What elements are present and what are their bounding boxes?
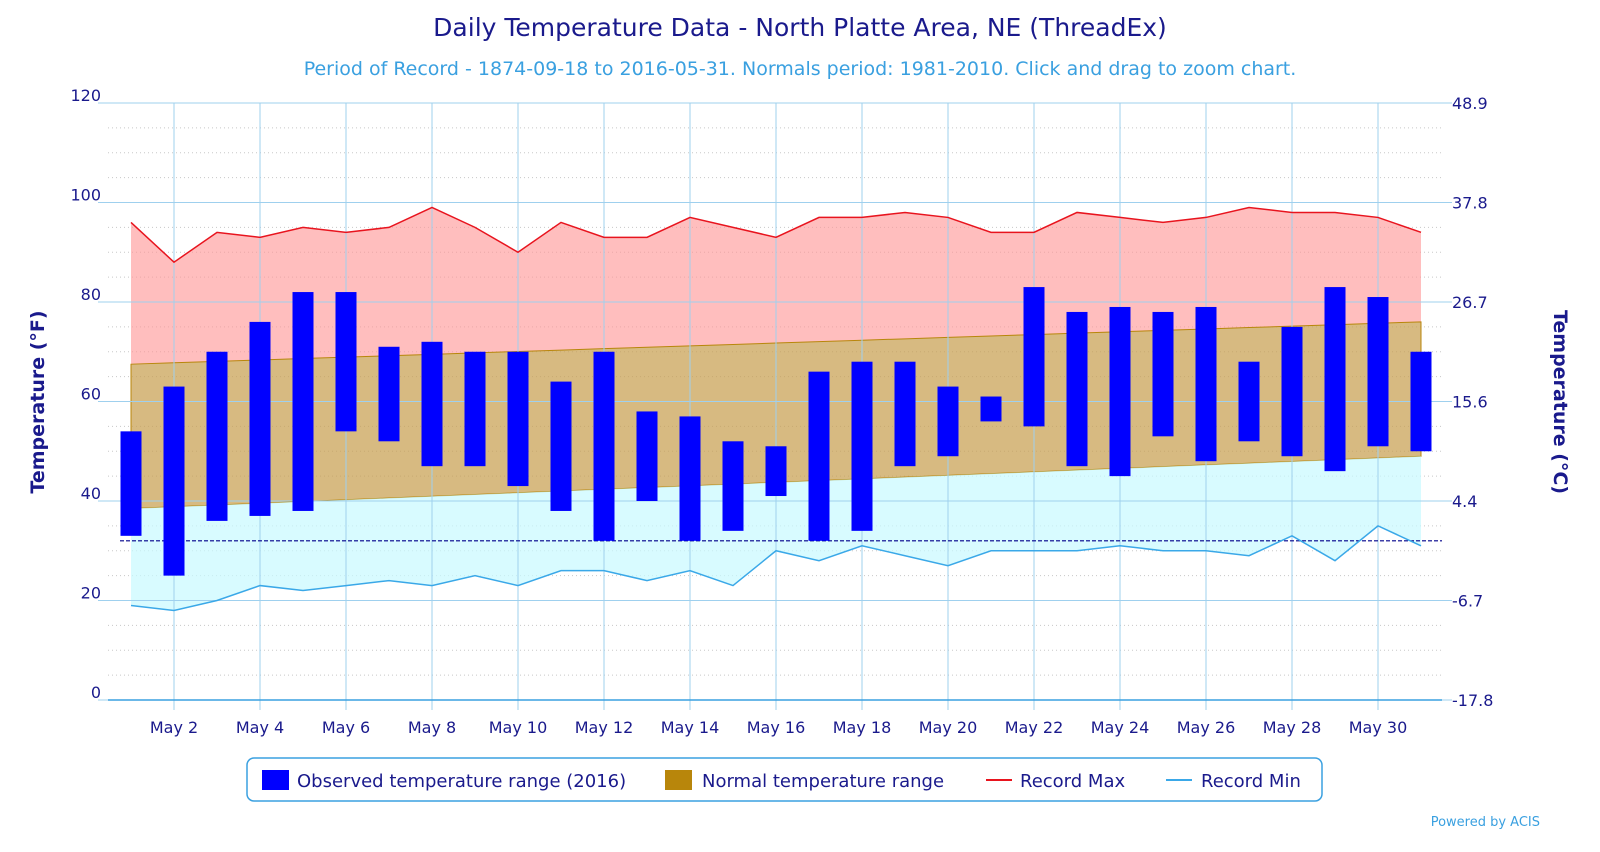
record-max-line[interactable] <box>130 206 1422 264</box>
observed-bar[interactable] <box>808 371 830 541</box>
observed-bar[interactable] <box>851 361 873 531</box>
observed-bar[interactable] <box>1367 297 1389 447</box>
observed-bar[interactable] <box>1238 361 1260 442</box>
observed-bar[interactable] <box>1109 306 1131 477</box>
observed-bar[interactable] <box>722 441 744 531</box>
y-right-tick-label: -6.7 <box>1452 592 1483 611</box>
observed-bar[interactable] <box>593 351 615 541</box>
x-tick-label: May 30 <box>1349 718 1408 737</box>
legend: Observed temperature range (2016) Normal… <box>246 757 1323 802</box>
y-left-tick-label: 120 <box>70 86 101 105</box>
y-left-tick-label: 20 <box>81 584 101 603</box>
y-right-tick-label: 26.7 <box>1452 293 1488 312</box>
x-tick-label: May 8 <box>408 718 456 737</box>
legend-label-record-min: Record Min <box>1201 771 1301 792</box>
y-right-tick-label: 4.4 <box>1452 492 1477 511</box>
observed-bar[interactable] <box>292 292 314 511</box>
record-min-line[interactable] <box>130 524 1422 612</box>
y-right-tick-label: 15.6 <box>1452 393 1488 412</box>
x-tick-label: May 10 <box>489 718 548 737</box>
x-tick-label: May 28 <box>1263 718 1322 737</box>
acis-credit-link[interactable]: Powered by ACIS <box>1431 815 1540 830</box>
y-axis-left: 0 20 40 60 80 100 120 <box>70 86 108 702</box>
y-left-tick-label: 40 <box>81 484 101 503</box>
legend-label-observed: Observed temperature range (2016) <box>297 771 626 792</box>
observed-bar[interactable] <box>636 411 658 501</box>
x-tick-label: May 18 <box>833 718 892 737</box>
legend-swatch-normal <box>665 770 692 790</box>
legend-item-observed[interactable]: Observed temperature range (2016) <box>262 770 626 792</box>
legend-item-record-min[interactable]: Record Min <box>1166 771 1301 792</box>
observed-bar[interactable] <box>1066 311 1088 467</box>
chart-title: Daily Temperature Data - North Platte Ar… <box>433 13 1167 42</box>
legend-label-normal: Normal temperature range <box>702 771 944 792</box>
y-axis-right-title: Temperature (°C) <box>1549 310 1571 494</box>
x-tick-label: May 12 <box>575 718 634 737</box>
observed-bar[interactable] <box>1281 326 1303 457</box>
legend-item-normal[interactable]: Normal temperature range <box>665 770 944 792</box>
y-left-tick-label: 60 <box>81 385 101 404</box>
legend-box <box>246 757 1323 802</box>
x-tick-label: May 22 <box>1005 718 1064 737</box>
observed-bar[interactable] <box>507 351 529 487</box>
observed-bar[interactable] <box>765 446 787 497</box>
y-axis-right: -17.8 -6.7 4.4 15.6 26.7 37.8 48.9 <box>1442 94 1493 710</box>
x-tick-label: May 14 <box>661 718 720 737</box>
observed-bar[interactable] <box>206 351 228 521</box>
observed-bar[interactable] <box>335 292 357 432</box>
observed-bar[interactable] <box>163 386 185 576</box>
legend-label-record-max: Record Max <box>1020 771 1125 792</box>
y-right-tick-label: 37.8 <box>1452 194 1488 213</box>
observed-bar[interactable] <box>1152 311 1174 437</box>
observed-bar[interactable] <box>980 396 1002 422</box>
observed-bar[interactable] <box>1195 306 1217 462</box>
chart-subtitle: Period of Record - 1874-09-18 to 2016-05… <box>304 58 1297 80</box>
observed-range-bars <box>120 287 1432 576</box>
y-right-tick-label: -17.8 <box>1452 691 1493 710</box>
observed-bar[interactable] <box>120 431 142 536</box>
y-right-tick-label: 48.9 <box>1452 94 1488 113</box>
observed-bar[interactable] <box>679 416 701 541</box>
plot-area[interactable] <box>108 102 1442 710</box>
y-axis-left-title: Temperature (°F) <box>27 310 49 493</box>
observed-bar[interactable] <box>249 321 271 516</box>
x-tick-label: May 4 <box>236 718 284 737</box>
observed-bar[interactable] <box>1410 351 1432 452</box>
x-axis: May 2 May 4 May 6 May 8 May 10 May 12 May 14 Ma… <box>150 718 1407 737</box>
observed-bar[interactable] <box>464 351 486 467</box>
y-left-tick-label: 100 <box>70 186 101 205</box>
observed-bar[interactable] <box>378 346 400 442</box>
y-left-tick-label: 0 <box>91 683 101 702</box>
x-tick-label: May 24 <box>1091 718 1150 737</box>
x-tick-label: May 2 <box>150 718 198 737</box>
y-left-tick-label: 80 <box>81 285 101 304</box>
observed-bar[interactable] <box>550 381 572 511</box>
legend-item-record-max[interactable]: Record Max <box>986 771 1125 792</box>
observed-bar[interactable] <box>421 341 443 467</box>
observed-bar[interactable] <box>937 386 959 457</box>
observed-bar[interactable] <box>894 361 916 467</box>
x-tick-label: May 20 <box>919 718 978 737</box>
legend-swatch-observed <box>262 770 289 790</box>
x-tick-label: May 26 <box>1177 718 1236 737</box>
x-tick-label: May 6 <box>322 718 370 737</box>
observed-bar[interactable] <box>1023 287 1045 427</box>
x-tick-label: May 16 <box>747 718 806 737</box>
observed-bar[interactable] <box>1324 287 1346 472</box>
